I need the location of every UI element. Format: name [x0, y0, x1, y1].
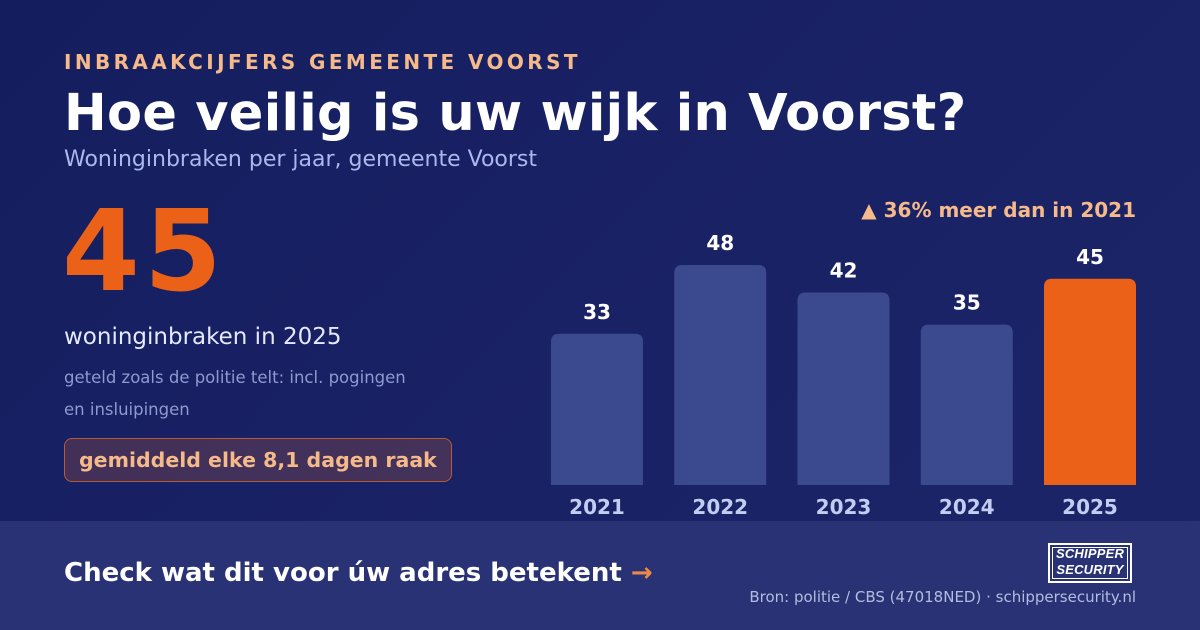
tick-label-2024: 2024	[939, 495, 995, 519]
cta-link[interactable]: Check wat dit voor úw adres betekent →	[64, 558, 653, 588]
page-title: Hoe veilig is uw wijk in Voorst?	[64, 84, 967, 143]
arrow-right-icon: →	[630, 558, 653, 588]
stat-note: geteld zoals de politie telt: incl. pogi…	[64, 368, 406, 419]
schipper-security-logo: SCHIPPER SECURITY	[1048, 543, 1132, 583]
tick-label-2022: 2022	[692, 495, 748, 519]
frequency-badge: gemiddeld elke 8,1 dagen raak	[64, 438, 452, 482]
value-label-2024: 35	[953, 291, 981, 315]
delta-badge: ▲ 36% meer dan in 2021	[861, 198, 1136, 222]
source-note: Bron: politie / CBS (47018NED) · schippe…	[749, 588, 1136, 606]
bar-2021	[551, 333, 643, 485]
tick-label-2021: 2021	[569, 495, 625, 519]
bar-2023	[797, 292, 890, 485]
value-label-2022: 48	[706, 231, 734, 255]
logo-line-1: SCHIPPER	[1055, 546, 1125, 561]
stat-value: 45	[62, 187, 226, 317]
value-label-2025: 45	[1076, 245, 1104, 269]
bar-2024	[920, 324, 1013, 485]
logo-inner-frame	[1052, 547, 1128, 579]
value-label-2023: 42	[830, 259, 858, 283]
page-subtitle: Woninginbraken per jaar, gemeente Voorst	[64, 147, 537, 172]
bar-2025	[1044, 278, 1136, 485]
stat-label: woninginbraken in 2025	[64, 324, 342, 350]
eyebrow-label: INBRAAKCIJFERS GEMEENTE VOORST	[64, 50, 581, 74]
bar-chart: 33 2021 48 2022 42 2023 35 2024 45 2025	[551, 231, 1136, 519]
tick-label-2025: 2025	[1062, 495, 1118, 519]
cta-text: Check wat dit voor úw adres betekent	[64, 558, 622, 588]
footer-bar: Check wat dit voor úw adres betekent → S…	[0, 521, 1200, 630]
logo-line-2: SECURITY	[1056, 562, 1124, 577]
value-label-2021: 33	[583, 300, 611, 324]
tick-label-2023: 2023	[816, 495, 872, 519]
bar-2022	[674, 265, 767, 485]
